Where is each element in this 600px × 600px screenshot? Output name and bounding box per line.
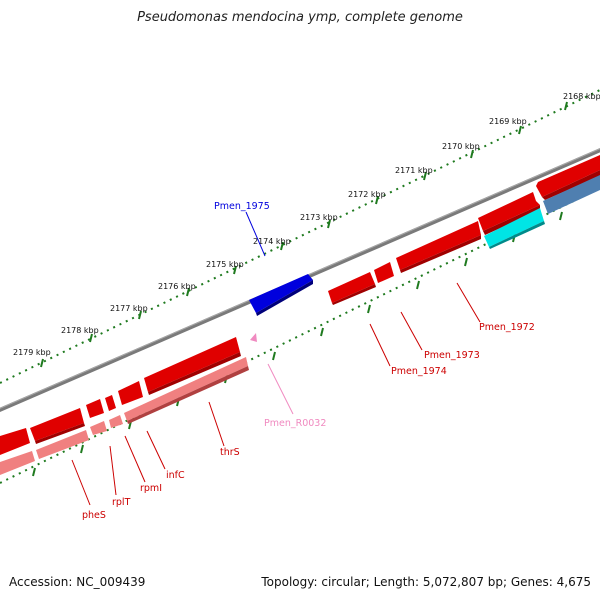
gene-label-pmen-1975: Pmen_1975 — [214, 201, 270, 212]
tick-label: 2171 kbp — [395, 166, 433, 175]
gene-feature[interactable] — [109, 415, 123, 428]
gene-feature[interactable] — [35, 423, 85, 444]
gene-feature[interactable] — [542, 170, 600, 200]
gene-feature[interactable] — [105, 395, 116, 411]
tick-label: 2173 kbp — [300, 213, 338, 222]
forward-strand-genes — [0, 155, 600, 455]
tick-label: 2179 kbp — [13, 348, 51, 357]
leader-lines — [71, 211, 481, 506]
gene-label-thrS: thrS — [220, 447, 240, 458]
gene-feature[interactable] — [400, 235, 481, 273]
gene-label-rpmI: rpmI — [140, 483, 162, 494]
gene-feature[interactable] — [396, 221, 481, 270]
tick-label: 2177 kbp — [110, 304, 148, 313]
gene-label-pmen-r0032: Pmen_R0032 — [264, 418, 326, 429]
gene-feature[interactable] — [144, 337, 240, 392]
gene-feature[interactable] — [90, 421, 107, 435]
rrna-marker[interactable] — [250, 333, 257, 342]
gene-feature[interactable] — [36, 430, 89, 459]
gene-label-rplT: rplT — [112, 497, 131, 508]
gene-feature[interactable] — [332, 284, 376, 305]
gene-label-pmen-1974: Pmen_1974 — [391, 366, 447, 377]
map-title: Pseudomonas mendocina ymp, complete geno… — [137, 10, 463, 25]
gene-label-pheS: pheS — [82, 510, 106, 521]
tick-label: 2172 kbp — [348, 190, 386, 199]
accession-text: Accession: NC_009439 — [9, 575, 146, 589]
tick-label: 2168 kbp — [563, 92, 600, 101]
gene-feature[interactable] — [118, 381, 143, 405]
tick-label: 2174 kbp — [253, 237, 291, 246]
gene-feature[interactable] — [374, 262, 394, 283]
gene-feature-pmen-1975-edge — [256, 280, 313, 316]
gene-feature[interactable] — [30, 408, 84, 441]
gene-feature[interactable] — [536, 155, 600, 197]
gene-feature[interactable] — [127, 366, 249, 424]
reverse-strand-genes — [0, 357, 249, 475]
tick-label: 2176 kbp — [158, 282, 196, 291]
gene-feature[interactable] — [328, 272, 375, 303]
tick-label: 2175 kbp — [206, 260, 244, 269]
tick-label: 2178 kbp — [61, 326, 99, 335]
gene-feature-steel[interactable] — [543, 175, 600, 214]
gene-feature-cyan-edge — [489, 221, 545, 249]
tick-label: 2170 kbp — [442, 142, 480, 151]
genome-summary-text: Topology: circular; Length: 5,072,807 bp… — [261, 575, 591, 589]
gene-feature[interactable] — [0, 451, 35, 475]
gene-feature[interactable] — [0, 428, 30, 455]
gene-feature-cyan[interactable] — [484, 208, 544, 247]
inner-major-ticks — [32, 211, 563, 477]
outer-major-ticks — [40, 101, 568, 368]
tick-label: 2169 kbp — [489, 117, 527, 126]
tick-labels: 2168 kbp 2169 kbp 2170 kbp 2171 kbp 2172… — [13, 92, 600, 357]
gene-feature-pmen-1975[interactable] — [249, 274, 313, 313]
gene-label-pmen-1973: Pmen_1973 — [424, 350, 480, 361]
gene-label-pmen-1972: Pmen_1972 — [479, 322, 535, 333]
gene-feature[interactable] — [478, 192, 540, 231]
gene-feature[interactable] — [483, 205, 540, 235]
gene-label-infC: infC — [166, 470, 185, 481]
gene-feature[interactable] — [124, 357, 248, 421]
gene-feature[interactable] — [148, 352, 241, 395]
gene-feature[interactable] — [86, 399, 104, 418]
